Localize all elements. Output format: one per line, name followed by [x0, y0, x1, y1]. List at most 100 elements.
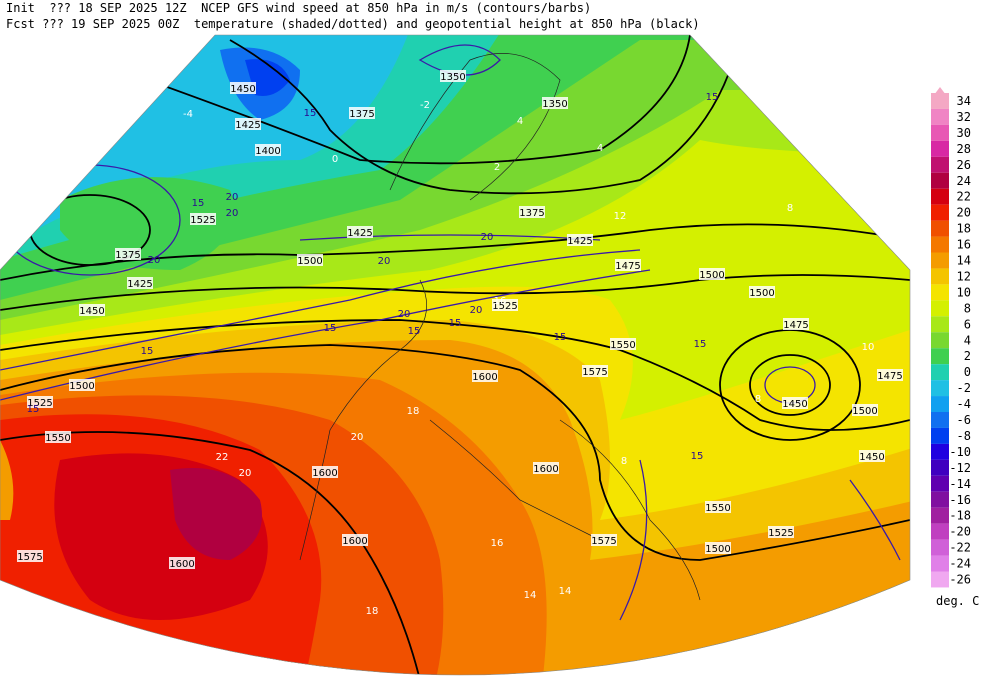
wind-label: 15 [408, 326, 421, 337]
height-label-bg [79, 304, 105, 316]
height-contour [0, 431, 421, 675]
temperature-label: 20 [239, 468, 252, 479]
height-label-bg [349, 107, 375, 119]
height-contour [749, 354, 831, 416]
wind-label: 15 [324, 323, 337, 334]
height-label-bg [69, 379, 95, 391]
height-label: 1350 [440, 72, 465, 83]
legend-label: -2 [957, 381, 971, 395]
temperature-label: 12 [614, 211, 627, 222]
legend-label: 14 [957, 254, 971, 268]
temperature-shading [0, 440, 14, 520]
height-contour [0, 274, 910, 311]
wind-contour [0, 269, 651, 401]
height-label-bg [705, 542, 731, 554]
legend-swatch [931, 220, 949, 237]
height-label-bg [705, 501, 731, 513]
height-label: 1525 [27, 398, 52, 409]
legend-swatch [931, 140, 949, 157]
legend-label: 26 [957, 158, 971, 172]
height-label-bg [255, 144, 281, 156]
height-label: 1375 [115, 250, 140, 261]
temperature-label: 20 [351, 432, 364, 443]
height-label: 1425 [567, 236, 592, 247]
height-label: 1550 [45, 433, 70, 444]
temperature-shading [60, 177, 235, 270]
legend-label: -24 [949, 557, 971, 571]
height-label-bg [859, 450, 885, 462]
height-label-bg [610, 338, 636, 350]
height-label: 1525 [190, 215, 215, 226]
wind-label: 20 [148, 255, 161, 266]
height-contour [0, 319, 910, 431]
legend-label: 16 [957, 238, 971, 252]
legend-label: -14 [949, 477, 971, 491]
legend-label: 24 [957, 174, 971, 188]
height-label: 1525 [492, 301, 517, 312]
legend-swatch [931, 459, 949, 476]
wind-contour [299, 234, 601, 241]
legend-swatch [931, 412, 949, 428]
height-label-bg [127, 277, 153, 289]
legend-swatch [931, 316, 949, 333]
height-label: 1550 [705, 503, 730, 514]
height-contour [0, 344, 910, 561]
height-label: 1450 [79, 306, 104, 317]
temperature-label: 18 [407, 406, 420, 417]
wind-label: 15 [304, 108, 317, 119]
legend-label: 12 [957, 269, 971, 283]
legend-swatch [931, 284, 949, 301]
legend-swatch [931, 364, 949, 381]
height-label: 1500 [69, 381, 94, 392]
legend-swatch [931, 539, 949, 556]
coastline [429, 419, 601, 541]
height-label-bg [297, 254, 323, 266]
temperature-label: 16 [491, 538, 504, 549]
legend-label: -8 [957, 429, 971, 443]
legend-swatch [931, 93, 949, 109]
temperature-label: 8 [755, 394, 761, 405]
legend-swatch [931, 252, 949, 269]
legend-swatch [931, 571, 949, 588]
height-label: 1500 [852, 406, 877, 417]
wind-contour [619, 459, 648, 621]
legend-swatch [931, 491, 949, 508]
height-label: 1600 [342, 536, 367, 547]
legend-label: 10 [957, 285, 971, 299]
coastline [299, 279, 427, 561]
legend-label: 28 [957, 142, 971, 156]
height-label-bg [519, 206, 545, 218]
legend-swatch [931, 475, 949, 492]
legend-swatch [931, 332, 949, 349]
temperature-label: 4 [517, 116, 523, 127]
wind-label: 15 [449, 318, 462, 329]
height-label-bg [768, 526, 794, 538]
height-label: 1500 [705, 544, 730, 555]
temperature-label: -4 [183, 109, 193, 120]
temperature-label: 8 [787, 203, 793, 214]
temperature-shading [170, 468, 262, 560]
legend-swatch [931, 156, 949, 173]
height-label-bg [582, 365, 608, 377]
height-label-bg [591, 534, 617, 546]
height-label-bg [852, 404, 878, 416]
wind-label: 20 [481, 232, 494, 243]
legend-swatch [931, 108, 949, 125]
height-label-bg [440, 70, 466, 82]
legend-swatch [931, 188, 949, 205]
legend-swatch [931, 300, 949, 317]
temperature-label: 4 [597, 143, 603, 154]
height-contour [0, 223, 910, 281]
height-label: 1600 [169, 559, 194, 570]
legend-label: 30 [957, 126, 971, 140]
legend-swatch [931, 443, 949, 460]
wind-label: 15 [192, 198, 205, 209]
height-label: 1525 [768, 528, 793, 539]
wind-label: 15 [141, 346, 154, 357]
height-label-bg [567, 234, 593, 246]
height-label-bg [877, 369, 903, 381]
color-legend: 3432302826242220181614121086420-2-4-6-8-… [931, 87, 979, 608]
legend-label: 34 [957, 94, 971, 108]
legend-swatch [931, 268, 949, 285]
legend-swatch [931, 236, 949, 253]
